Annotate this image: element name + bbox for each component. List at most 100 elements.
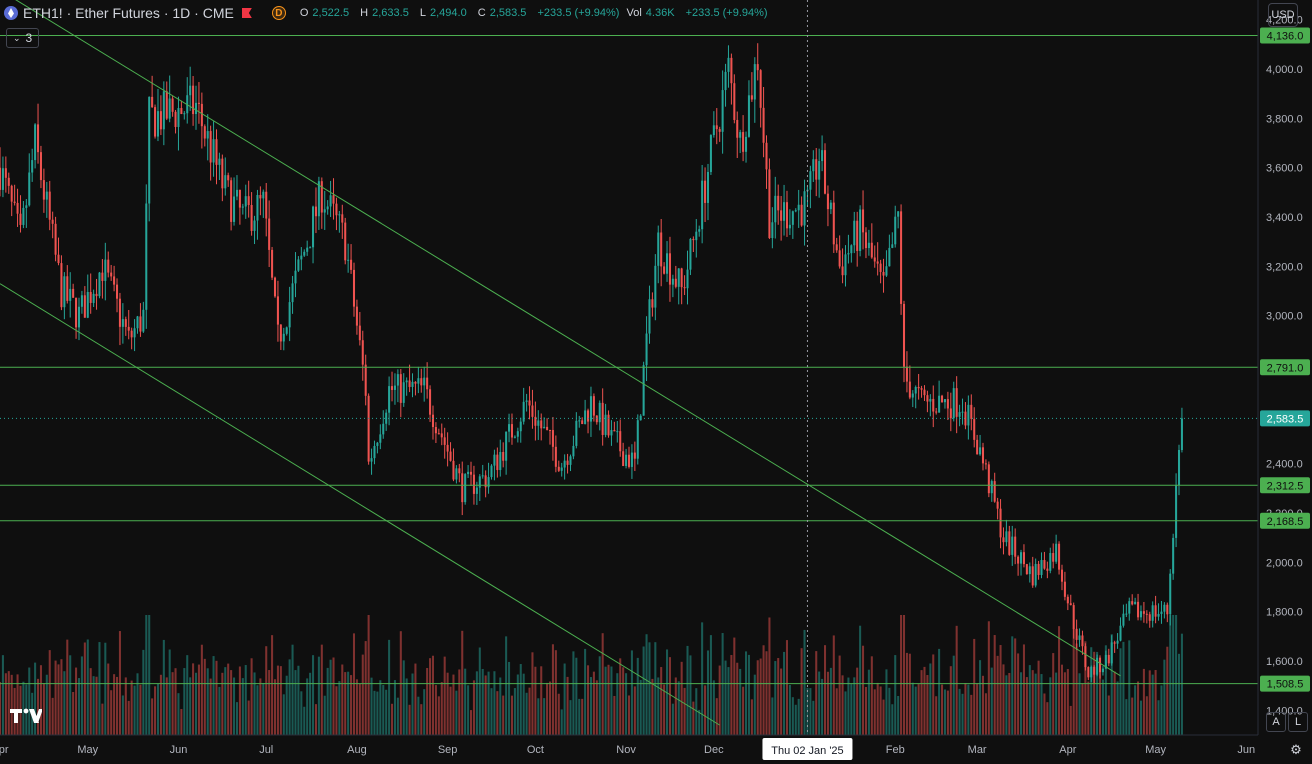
- candle-body: [203, 126, 206, 139]
- candle-body: [832, 202, 835, 245]
- time-tick-label: Oct: [527, 744, 544, 756]
- volume-bar: [1072, 628, 1075, 735]
- volume-bar: [727, 667, 730, 735]
- volume-bar: [291, 644, 294, 735]
- volume-bar: [89, 668, 92, 735]
- volume-bar: [294, 670, 297, 735]
- candle-body: [557, 466, 560, 471]
- volume-bar: [847, 677, 850, 735]
- candle-body: [847, 253, 850, 255]
- candle-body: [747, 95, 750, 137]
- candle-body: [780, 210, 783, 221]
- level-labels: 4,136.0 2,791.0 2,312.5 2,168.5 1,508.5 2,583…: [1260, 27, 1310, 692]
- price-tick-label: 3,600.0: [1266, 163, 1303, 175]
- volume-bar: [1122, 641, 1125, 735]
- volume-bar: [785, 640, 789, 735]
- candle-body: [1034, 563, 1037, 586]
- volume-bar: [402, 660, 405, 735]
- volume-bar: [60, 659, 63, 735]
- candle-body: [224, 175, 227, 189]
- volume-bar: [484, 675, 487, 735]
- volume-bar: [551, 644, 554, 735]
- symbol-title[interactable]: ETH1! · Ether Futures · 1D · CME: [23, 5, 234, 21]
- candle-body: [1002, 537, 1005, 543]
- volume-bar: [253, 672, 256, 735]
- auto-scale-button[interactable]: A: [1266, 712, 1286, 732]
- candle-body: [935, 411, 938, 413]
- candle-body: [689, 238, 692, 270]
- volume-bar: [121, 695, 124, 735]
- candle-body: [551, 430, 554, 447]
- symbol-legend[interactable]: ETH1! · Ether Futures · 1D · CME D O 2,52…: [4, 4, 772, 22]
- volume-bar: [405, 678, 408, 735]
- candle-body: [908, 381, 911, 398]
- volume-bar: [1002, 664, 1005, 735]
- candle-body: [51, 219, 54, 224]
- candle-body: [86, 292, 89, 318]
- volume-bar: [247, 700, 250, 735]
- volume-bar: [908, 653, 911, 735]
- candle-body: [426, 377, 429, 390]
- candle-body: [742, 132, 745, 152]
- candle-body: [516, 431, 519, 437]
- volume-bar: [391, 703, 394, 735]
- currency-button[interactable]: USD: [1268, 3, 1298, 27]
- volume-bar: [72, 691, 75, 735]
- candle-body: [1069, 603, 1072, 606]
- candle-body: [777, 195, 780, 211]
- candle-body: [197, 102, 200, 104]
- horizontal-levels[interactable]: [0, 35, 1258, 685]
- volume-bar: [575, 657, 578, 735]
- price-tick-label: 3,200.0: [1266, 261, 1303, 273]
- candle-body: [253, 220, 256, 231]
- flag-icon[interactable]: [241, 8, 252, 18]
- volume-bar: [1052, 653, 1055, 735]
- candle-body: [133, 328, 136, 338]
- candle-body: [768, 169, 771, 239]
- volume-bar: [815, 651, 818, 735]
- volume-bar: [1113, 671, 1116, 735]
- volume-bar: [1034, 673, 1037, 735]
- ohlc-values: O 2,522.5 H 2,633.5 L 2,494.0 C 2,583.5 +233…: [300, 7, 772, 19]
- candle-body: [663, 266, 666, 274]
- volume-bar: [224, 667, 227, 735]
- volume-bar: [639, 679, 642, 735]
- gear-icon[interactable]: ⚙: [1290, 742, 1302, 757]
- candle-body: [294, 270, 297, 284]
- volume-bar: [581, 698, 584, 735]
- volume-bar: [107, 663, 110, 735]
- volume-bar: [1101, 679, 1104, 735]
- indicators-toggle[interactable]: ⌄ 3: [6, 28, 40, 48]
- volume-bar: [364, 641, 367, 735]
- time-axis[interactable]: Apr May Jun Jul Aug Sep Oct Nov Dec Feb Mar Apr May J…: [0, 744, 1255, 756]
- volume-bar: [429, 658, 432, 735]
- candle-body: [800, 204, 803, 226]
- volume-bar: [350, 675, 353, 735]
- candle-body: [589, 396, 592, 422]
- volume-bar: [39, 665, 42, 735]
- trendlines[interactable]: [0, 0, 1121, 726]
- candle-body: [317, 181, 320, 217]
- candle-body: [651, 299, 654, 308]
- candle-body: [156, 111, 160, 137]
- tradingview-logo-icon[interactable]: [10, 706, 42, 726]
- candle-body: [627, 454, 631, 467]
- candle-body: [601, 402, 604, 435]
- volume-bar: [873, 689, 876, 735]
- candle-body: [546, 426, 549, 430]
- candle-body: [914, 387, 917, 394]
- open-label: O: [299, 7, 309, 19]
- volume-bar: [510, 695, 514, 735]
- candle-body: [45, 191, 48, 200]
- volume-bar: [455, 690, 458, 735]
- volume-bar: [367, 615, 370, 735]
- volume-bar: [1084, 641, 1087, 735]
- volume-bar: [864, 686, 867, 735]
- volume-bar: [206, 668, 209, 735]
- candle-body: [1014, 536, 1017, 557]
- candle-body: [382, 423, 385, 435]
- volume-bar: [385, 689, 388, 735]
- log-scale-button[interactable]: L: [1288, 712, 1308, 732]
- candle-body: [996, 501, 999, 509]
